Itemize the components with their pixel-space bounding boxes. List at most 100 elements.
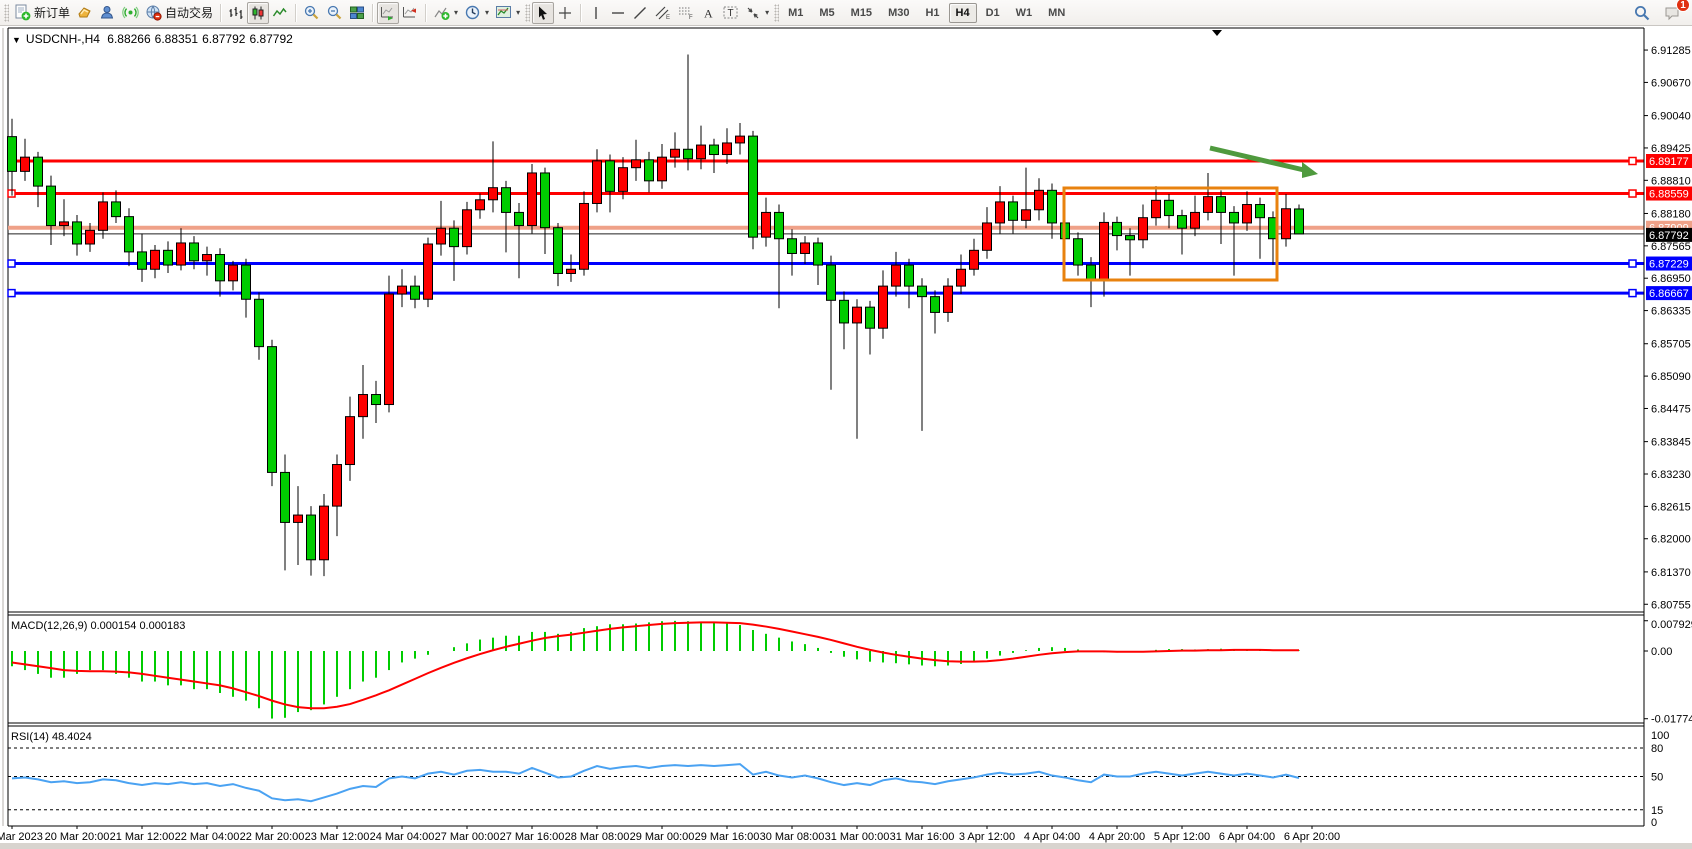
rsi-indicator-label: RSI(14) 48.4024 xyxy=(11,731,92,743)
candle xyxy=(865,306,875,329)
market-watch-icon xyxy=(78,7,91,18)
axis-tick-label: 24 Mar 04:00 xyxy=(370,831,435,843)
svg-text:E: E xyxy=(666,15,670,21)
hline-price-label xyxy=(1646,286,1692,301)
equidistant-channel-icon: E xyxy=(655,6,670,21)
axis-tick-label: 80 xyxy=(1651,743,1663,755)
hline-handle[interactable] xyxy=(1628,259,1637,268)
rsi-line xyxy=(11,763,1300,803)
time-axis[interactable] xyxy=(8,827,1644,845)
candlestick-chart-button[interactable] xyxy=(247,1,270,24)
timeframe-m15[interactable]: M15 xyxy=(850,6,873,19)
axis-tick-label: 21 Mar 12:00 xyxy=(110,831,175,843)
trendline-button[interactable] xyxy=(629,2,651,24)
timeframe-m5[interactable]: M5 xyxy=(819,6,835,19)
chart-shift-button[interactable] xyxy=(399,2,421,24)
chart-canvas[interactable]: 6.91285 6.90670 6.90040 6.89425 6.88810 6.881… xyxy=(0,26,1692,849)
ohlc-high: 6.88351 xyxy=(154,32,199,46)
text-label-button[interactable]: T xyxy=(719,2,742,24)
arrows-button[interactable]: ▾ xyxy=(742,2,772,24)
search-icon xyxy=(1635,5,1650,20)
periods-button[interactable]: ▾ xyxy=(461,2,492,24)
candle xyxy=(878,285,888,329)
timeframe-w1[interactable]: W1 xyxy=(1015,6,1033,19)
hline-handle[interactable] xyxy=(7,259,16,268)
hline-handle[interactable] xyxy=(1628,156,1637,166)
candle xyxy=(1112,221,1122,237)
candle xyxy=(644,159,654,182)
toolbar-drag-handle[interactable] xyxy=(525,3,531,22)
timeframe-h4[interactable]: H4 xyxy=(948,2,977,23)
search-button[interactable] xyxy=(1630,2,1654,24)
line-chart-button[interactable] xyxy=(269,2,291,24)
market-watch-button[interactable] xyxy=(73,2,96,24)
candle xyxy=(774,211,784,240)
candle xyxy=(514,211,524,227)
signals-button[interactable] xyxy=(119,2,142,24)
chart-plot-area[interactable] xyxy=(8,28,1644,826)
svg-text:F: F xyxy=(689,15,693,21)
candle xyxy=(59,221,69,227)
axis-tick-label: 29 Mar 16:00 xyxy=(695,831,760,843)
candle xyxy=(1138,217,1148,241)
candlestick-chart-icon xyxy=(252,6,264,19)
candle xyxy=(267,346,277,473)
axis-tick-label: 0 xyxy=(1651,817,1657,829)
new-order-button[interactable]: 新订单 xyxy=(11,2,73,24)
ohlc-low: 6.87792 xyxy=(202,32,246,46)
annotation-arrow[interactable] xyxy=(1209,145,1305,173)
hline-price-label-text: 6.87229 xyxy=(1649,259,1689,271)
timeframe-d1[interactable]: D1 xyxy=(985,6,1000,19)
candle xyxy=(1099,221,1109,282)
hline-handle[interactable] xyxy=(1628,189,1637,198)
ohlc-open: 6.88266 xyxy=(107,32,151,46)
data-window-button[interactable] xyxy=(96,2,119,24)
vertical-line-button[interactable] xyxy=(585,2,607,24)
toolbar-right-group: 1 xyxy=(1630,0,1690,24)
auto-trading-button[interactable]: 自动交易 xyxy=(142,2,216,24)
horizontal-line-button[interactable] xyxy=(607,2,629,24)
hline-handle[interactable] xyxy=(1628,288,1637,298)
candle xyxy=(839,299,849,324)
bar-chart-button[interactable] xyxy=(225,2,247,24)
candle xyxy=(254,298,264,348)
candle xyxy=(1242,204,1252,224)
zoom-out-button[interactable] xyxy=(323,2,346,24)
axis-tick-label: 0.007929 xyxy=(1651,619,1692,631)
candle xyxy=(943,285,953,313)
candle xyxy=(46,185,56,227)
candle xyxy=(683,148,693,160)
timeframe-h1[interactable]: H1 xyxy=(925,6,940,19)
notifications-button[interactable]: 1 xyxy=(1660,0,1690,24)
timeframe-mn[interactable]: MN xyxy=(1048,6,1066,19)
timeframe-m1[interactable]: M1 xyxy=(788,6,804,19)
symbol-dropdown-arrow[interactable]: ▼ xyxy=(12,35,21,45)
indicators-button[interactable]: ▾ xyxy=(430,2,461,24)
candle xyxy=(1073,238,1083,266)
equidistant-channel-button[interactable]: E xyxy=(651,2,674,24)
tile-windows-icon xyxy=(350,6,365,19)
chart-collapse-arrow[interactable] xyxy=(1212,30,1222,36)
annotation-arrow-head[interactable] xyxy=(1302,162,1318,178)
axis-tick-label: 6.90040 xyxy=(1651,111,1691,123)
toolbar-drag-handle[interactable] xyxy=(4,3,9,22)
axis-tick-label: 6.86950 xyxy=(1651,273,1691,285)
annotation-rectangle[interactable] xyxy=(1062,186,1279,282)
tile-windows-button[interactable] xyxy=(346,2,368,24)
candle xyxy=(969,249,979,270)
candle xyxy=(85,229,95,245)
timeframe-m30[interactable]: M30 xyxy=(888,6,910,19)
templates-button[interactable]: ▾ xyxy=(492,2,523,24)
chevron-down-icon: ▾ xyxy=(765,8,770,17)
text-button[interactable]: A xyxy=(697,2,719,24)
candle xyxy=(1216,196,1226,213)
zoom-in-button[interactable] xyxy=(300,2,323,24)
axis-tick-label: 6.82615 xyxy=(1651,501,1691,513)
crosshair-button[interactable] xyxy=(554,2,576,24)
text-label-icon: T xyxy=(723,6,738,19)
toolbar-drag-handle[interactable] xyxy=(774,3,780,22)
auto-scroll-button[interactable] xyxy=(377,1,400,24)
cursor-button[interactable] xyxy=(532,1,555,24)
hline-handle[interactable] xyxy=(7,288,16,298)
fibonacci-button[interactable]: F xyxy=(674,2,697,24)
